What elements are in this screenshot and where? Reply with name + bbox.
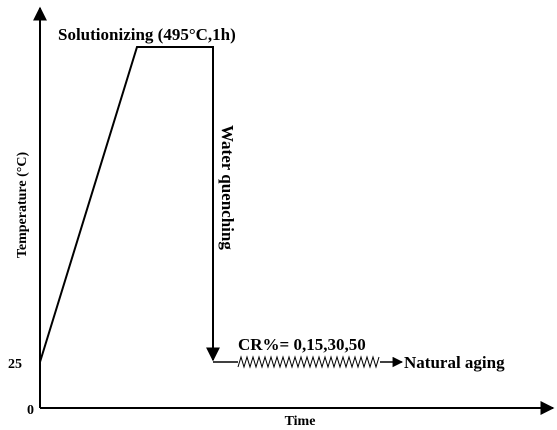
y-label: 0: [27, 403, 34, 418]
temperature-path: [39, 46, 220, 363]
quenching-label: Water quenching: [218, 125, 237, 250]
y-axis-label: Temperature (°C): [15, 152, 30, 259]
x-axis-label: Time: [285, 414, 316, 429]
solutionizing-label: Solutionizing (495°C,1h): [58, 25, 236, 44]
y-label: 25: [8, 357, 22, 372]
cold-rolling-label: CR%= 0,15,30,50: [238, 335, 366, 354]
rolling-zigzag: [237, 355, 380, 369]
aging-label: Natural aging: [404, 353, 505, 372]
